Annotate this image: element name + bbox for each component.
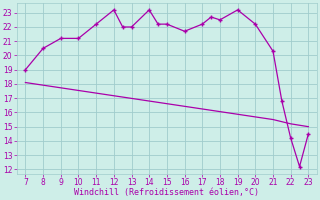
X-axis label: Windchill (Refroidissement éolien,°C): Windchill (Refroidissement éolien,°C) xyxy=(74,188,260,197)
